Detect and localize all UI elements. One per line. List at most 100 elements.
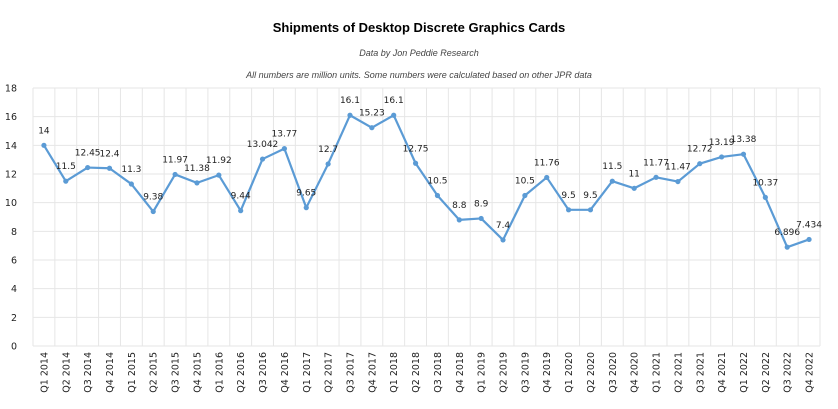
chart-note: All numbers are million units. Some numb… bbox=[246, 70, 592, 80]
x-tick-label: Q4 2015 bbox=[192, 352, 203, 393]
data-point bbox=[106, 165, 113, 171]
series-line bbox=[42, 114, 810, 249]
chart-title: Shipments of Desktop Discrete Graphics C… bbox=[272, 20, 566, 35]
data-label: 12.4 bbox=[99, 149, 119, 159]
data-label: 12.75 bbox=[403, 144, 429, 154]
data-point bbox=[675, 178, 681, 185]
x-tick-label: Q1 2017 bbox=[302, 352, 313, 393]
x-tick-label: Q4 2016 bbox=[280, 352, 291, 393]
data-point bbox=[609, 178, 615, 184]
data-label: 6.896 bbox=[774, 228, 800, 238]
data-label: 9.5 bbox=[583, 191, 597, 201]
data-label: 12.72 bbox=[687, 145, 713, 155]
data-label: 11.47 bbox=[665, 163, 691, 173]
data-label: 11.5 bbox=[56, 162, 76, 172]
x-tick-label: Q2 2022 bbox=[761, 352, 772, 393]
data-label: 11.92 bbox=[206, 156, 232, 166]
data-point bbox=[150, 208, 156, 215]
data-label: 9.65 bbox=[296, 189, 316, 199]
data-label: 13.042 bbox=[247, 140, 279, 150]
x-tick-label: Q3 2014 bbox=[83, 352, 94, 393]
data-label: 14 bbox=[38, 126, 50, 136]
data-label: 15.23 bbox=[359, 109, 385, 119]
data-label: 10.5 bbox=[427, 177, 447, 187]
data-label: 10.5 bbox=[515, 177, 535, 187]
data-point bbox=[128, 181, 134, 187]
x-tick-label: Q1 2021 bbox=[652, 352, 663, 393]
data-point bbox=[412, 160, 419, 166]
x-tick-label: Q3 2016 bbox=[258, 352, 269, 393]
data-point bbox=[303, 205, 309, 211]
data-point bbox=[631, 185, 637, 191]
x-tick-label: Q2 2021 bbox=[673, 352, 684, 393]
data-label: 8.9 bbox=[474, 199, 489, 209]
data-label: 7.434 bbox=[796, 220, 822, 230]
data-label: 9.44 bbox=[231, 192, 251, 202]
data-label: 13.77 bbox=[272, 130, 298, 140]
x-tick-label: Q3 2015 bbox=[171, 352, 182, 393]
data-label: 12.45 bbox=[75, 149, 101, 159]
data-label: 16.1 bbox=[384, 96, 404, 106]
x-tick-label: Q3 2018 bbox=[433, 352, 444, 393]
x-tick-label: Q4 2020 bbox=[630, 352, 641, 393]
data-point bbox=[806, 236, 812, 243]
data-label: 11 bbox=[628, 169, 639, 179]
data-label: 10.37 bbox=[752, 178, 778, 188]
y-tick-label: 6 bbox=[11, 256, 17, 267]
y-tick-label: 10 bbox=[5, 198, 17, 209]
data-label: 11.97 bbox=[162, 155, 188, 165]
data-point bbox=[194, 180, 200, 186]
data-label: 11.3 bbox=[121, 165, 141, 175]
data-point bbox=[325, 161, 331, 167]
data-label: 8.8 bbox=[452, 201, 467, 211]
chart-subtitle: Data by Jon Peddie Research bbox=[359, 48, 479, 58]
data-label: 9.38 bbox=[143, 193, 163, 203]
x-tick-label: Q1 2014 bbox=[39, 352, 50, 393]
x-tick-label: Q2 2020 bbox=[586, 352, 597, 393]
data-point bbox=[259, 156, 266, 162]
y-tick-label: 8 bbox=[11, 227, 17, 238]
x-tick-label: Q4 2014 bbox=[105, 352, 116, 393]
x-tick-label: Q2 2019 bbox=[499, 352, 510, 393]
x-tick-label: Q1 2020 bbox=[564, 352, 575, 393]
data-label: 16.1 bbox=[340, 96, 360, 106]
data-label: 13.19 bbox=[709, 138, 735, 148]
data-point bbox=[85, 164, 91, 171]
x-tick-label: Q4 2021 bbox=[717, 352, 728, 393]
x-tick-label: Q2 2017 bbox=[324, 352, 335, 393]
data-point bbox=[347, 112, 353, 118]
x-tick-label: Q3 2019 bbox=[520, 352, 531, 393]
data-point bbox=[456, 217, 462, 223]
data-label: 11.76 bbox=[534, 158, 560, 168]
data-point bbox=[500, 237, 506, 243]
x-tick-label: Q3 2022 bbox=[783, 352, 794, 393]
data-point bbox=[719, 154, 725, 160]
data-label: 9.5 bbox=[561, 191, 575, 201]
data-point bbox=[41, 142, 47, 148]
x-tick-label: Q1 2015 bbox=[127, 352, 138, 393]
x-tick-label: Q4 2019 bbox=[542, 352, 553, 393]
x-tick-label: Q1 2016 bbox=[214, 352, 225, 393]
x-tick-label: Q4 2022 bbox=[805, 352, 816, 393]
data-point bbox=[369, 125, 375, 131]
data-point bbox=[434, 192, 441, 199]
data-label: 11.77 bbox=[643, 158, 669, 168]
x-tick-label: Q4 2017 bbox=[367, 352, 378, 393]
x-tick-label: Q2 2018 bbox=[411, 352, 422, 393]
data-point bbox=[238, 208, 244, 214]
x-tick-label: Q2 2014 bbox=[61, 352, 72, 393]
data-point bbox=[478, 215, 484, 222]
data-point bbox=[653, 174, 659, 180]
data-label: 11.38 bbox=[184, 164, 210, 174]
y-tick-label: 2 bbox=[11, 313, 17, 324]
y-tick-label: 18 bbox=[5, 84, 17, 95]
data-point bbox=[784, 244, 790, 250]
x-tick-label: Q2 2015 bbox=[149, 352, 160, 393]
data-point bbox=[740, 151, 747, 157]
data-point bbox=[544, 174, 550, 181]
data-point bbox=[587, 207, 594, 213]
x-tick-label: Q3 2021 bbox=[695, 352, 706, 393]
data-point bbox=[63, 178, 69, 184]
